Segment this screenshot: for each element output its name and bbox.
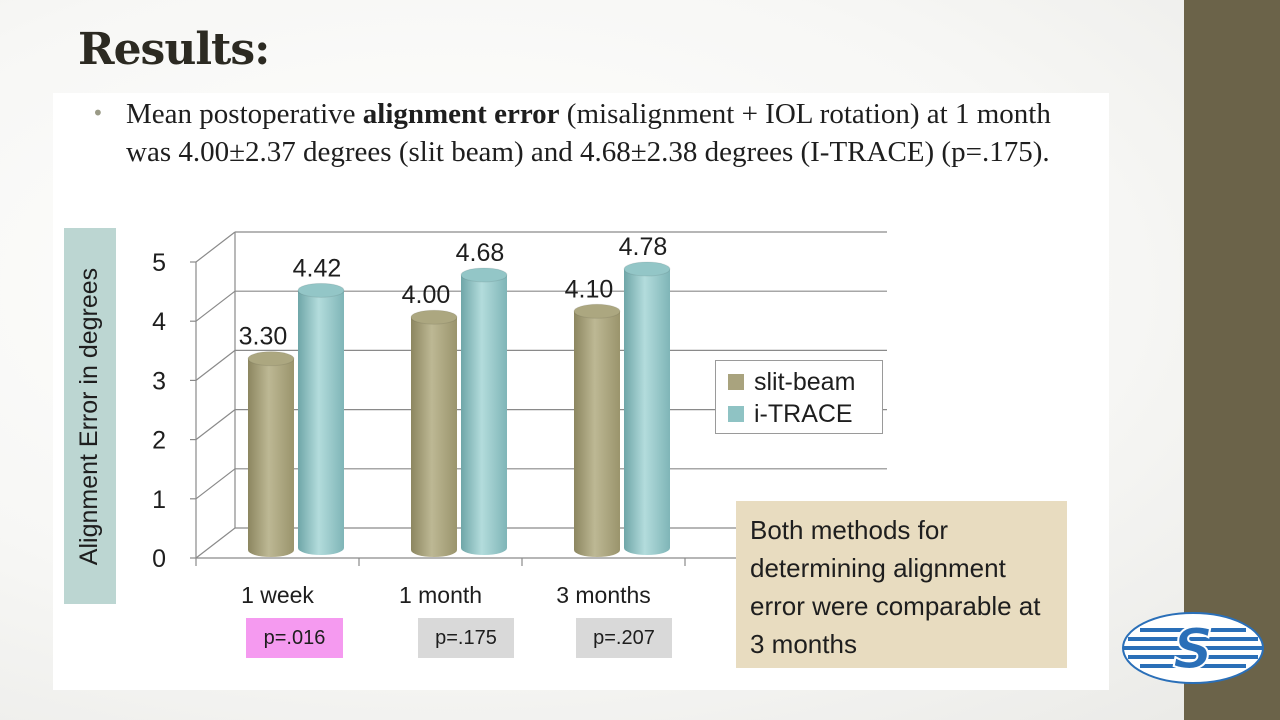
- data-label-slit-beam: 4.10: [565, 275, 614, 303]
- y-axis-label-box: Alignment Error in degrees: [64, 228, 116, 604]
- bar-slit-beam: [248, 358, 294, 557]
- data-label-i-trace: 4.78: [619, 233, 668, 261]
- callout-note: Both methods for determining alignment e…: [736, 501, 1067, 668]
- gridline-depth: [195, 527, 236, 559]
- gridline-depth: [195, 409, 236, 441]
- bullet-dot-icon: •: [92, 101, 104, 125]
- data-label-i-trace: 4.68: [456, 239, 505, 267]
- bar-slit-beam: [411, 317, 457, 557]
- bar-top-i-trace: [623, 261, 671, 277]
- bullet-text-before: Mean postoperative: [126, 98, 363, 130]
- p-value-1-week: p=.016: [246, 618, 343, 658]
- y-tick-label: 0: [152, 545, 166, 573]
- legend-item-i-trace: i-TRACE: [728, 399, 853, 429]
- legend-item-slit-beam: slit-beam: [728, 367, 855, 397]
- right-decor-band: [1184, 0, 1280, 720]
- bullet-text-bold: alignment error: [362, 98, 560, 130]
- bar-top-i-trace: [297, 282, 345, 298]
- data-label-slit-beam: 4.00: [402, 281, 451, 309]
- bar-top-slit-beam: [410, 309, 458, 325]
- y-tick-label: 4: [152, 308, 166, 336]
- bar-top-slit-beam: [573, 303, 621, 319]
- svg-text:S: S: [1173, 617, 1213, 682]
- p-value-1-month: p=.175: [418, 618, 514, 658]
- bullet-text-after: (misalignment + IOL rotation) at 1 month…: [126, 98, 1051, 168]
- gridline-depth: [195, 231, 236, 263]
- data-label-slit-beam: 3.30: [239, 323, 288, 351]
- bar-i-trace: [298, 290, 344, 555]
- p-value-3-months: p=.207: [576, 618, 672, 658]
- x-category-label: 3 months: [556, 582, 651, 608]
- bar-top-slit-beam: [247, 351, 295, 367]
- y-tick-label: 1: [152, 486, 166, 514]
- y-tick-label: 2: [152, 427, 166, 455]
- x-category-label: 1 week: [241, 582, 314, 608]
- gridline-depth: [195, 290, 236, 322]
- y-tick-label: 3: [152, 367, 166, 395]
- bar-top-i-trace: [460, 267, 508, 283]
- chart-legend: slit-beam i-TRACE: [715, 360, 883, 434]
- legend-swatch-slit-beam: [728, 374, 744, 390]
- bullet-text: Mean postoperative alignment error (misa…: [126, 95, 1086, 171]
- legend-swatch-i-trace: [728, 406, 744, 422]
- bar-i-trace: [624, 269, 670, 555]
- company-logo-icon: S: [1122, 612, 1264, 684]
- gridline-depth: [195, 468, 236, 500]
- gridline-depth: [195, 349, 236, 381]
- legend-label-slit-beam: slit-beam: [754, 367, 856, 396]
- y-tick-label: 5: [152, 249, 166, 277]
- slide-title: Results:: [78, 24, 270, 75]
- bar-slit-beam: [574, 311, 620, 557]
- x-category-label: 1 month: [399, 582, 482, 608]
- legend-label-i-trace: i-TRACE: [754, 399, 853, 428]
- data-label-i-trace: 4.42: [293, 254, 342, 282]
- bar-i-trace: [461, 274, 507, 555]
